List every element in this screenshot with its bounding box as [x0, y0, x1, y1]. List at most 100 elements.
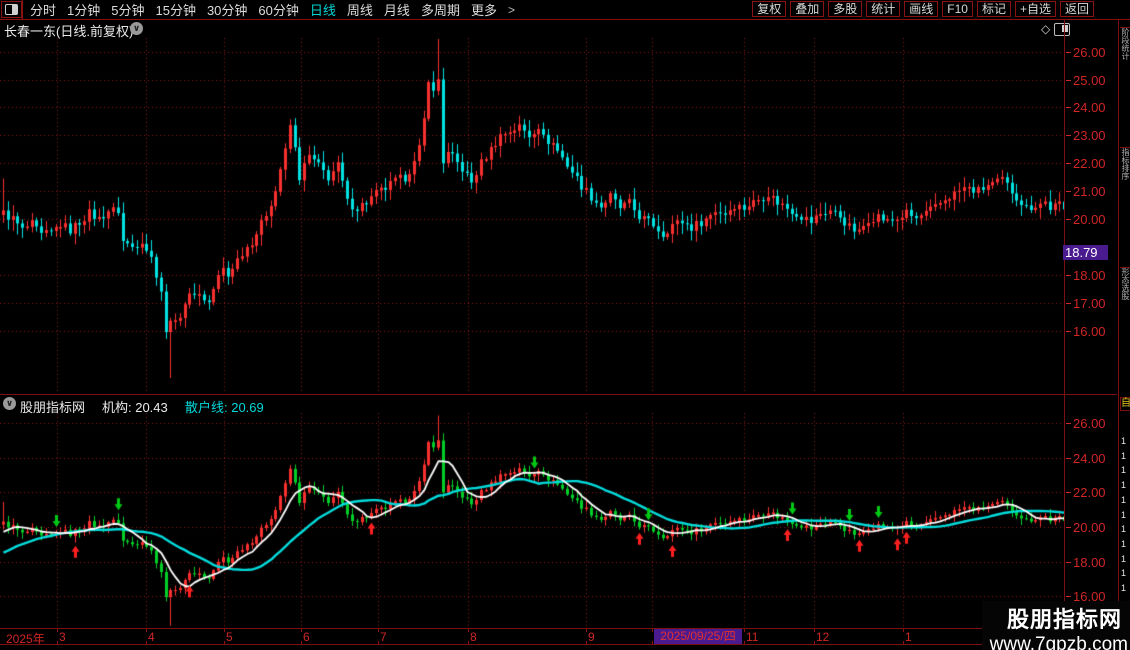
- axis-tick: [1066, 52, 1071, 53]
- month-label: 8: [470, 630, 477, 644]
- toolbar-button-5[interactable]: 画线: [904, 1, 939, 17]
- axis-label: 16.00: [1073, 324, 1106, 339]
- layout-toggle-button[interactable]: [1, 1, 22, 18]
- toolbar-button-4[interactable]: 统计: [866, 1, 901, 17]
- date-tick: [468, 629, 469, 632]
- date-tick: [378, 641, 379, 644]
- date-tick: [814, 641, 815, 644]
- axis-label: 26.00: [1073, 416, 1106, 431]
- top-toolbar: 分时 1分钟 5分钟 15分钟 30分钟 60分钟 日线 周线 月线 多周期 更多 > 复权 叠加 多股统…: [0, 0, 1130, 19]
- axis-label: 26.00: [1073, 45, 1106, 60]
- diamond-icon[interactable]: ◇: [1041, 22, 1051, 36]
- period-tab-2[interactable]: 1分钟: [67, 3, 101, 18]
- window-pane-icon[interactable]: [1054, 23, 1070, 36]
- date-tick: [744, 641, 745, 644]
- chevron-down-icon[interactable]: ∨: [3, 397, 16, 410]
- more-chevron-icon[interactable]: >: [507, 2, 515, 17]
- axis-divider: [1064, 19, 1065, 645]
- axis-tick: [1066, 596, 1071, 597]
- toolbar-button-3[interactable]: 多股: [828, 1, 863, 17]
- axis-label: 18.00: [1073, 268, 1106, 283]
- period-tab-11[interactable]: 更多: [470, 3, 497, 18]
- axis-tick: [1066, 423, 1071, 424]
- axis-tick: [1066, 492, 1071, 493]
- period-tab-5[interactable]: 30分钟: [206, 3, 248, 18]
- month-label: 6: [303, 630, 310, 644]
- period-tab-10[interactable]: 多周期: [420, 3, 460, 18]
- toolbar-button-9[interactable]: 返回: [1059, 1, 1094, 17]
- custom-badge[interactable]: 自: [1120, 397, 1130, 411]
- axis-label: 20.00: [1073, 520, 1106, 535]
- strip-tab-2[interactable]: 指标排序: [1120, 147, 1130, 258]
- watermark-line2: www.7gpzb.com: [989, 634, 1128, 650]
- date-tick: [903, 629, 904, 632]
- date-tick: [57, 629, 58, 632]
- main-kline-chart[interactable]: [0, 38, 1064, 393]
- axis-tick: [1066, 80, 1071, 81]
- toolbar-right-buttons: 复权 叠加 多股 统计 画线 F10 标记 +自选 返回: [752, 1, 1094, 17]
- month-label: 7: [380, 630, 387, 644]
- panel-separator: [0, 394, 1117, 395]
- date-tick: [224, 641, 225, 644]
- bottom-stub-row: [0, 645, 1130, 650]
- period-tab-4[interactable]: 15分钟: [155, 3, 196, 18]
- indicator-value-jigou: 机构: 20.43: [102, 400, 168, 415]
- title-row: 长春一东(日线.前复权) ∨ ◇: [0, 19, 1070, 39]
- toolbar-button-2[interactable]: 叠加: [790, 1, 825, 17]
- axis-tick: [1066, 527, 1071, 528]
- period-tab-6[interactable]: 60分钟: [258, 3, 299, 18]
- axis-tick: [1066, 191, 1071, 192]
- axis-label: 22.00: [1073, 485, 1106, 500]
- strip-tab-1[interactable]: 阶段统计: [1120, 27, 1130, 138]
- indicator-chart[interactable]: [0, 413, 1064, 629]
- indicator-header: ∨ 股朋指标网 机构: 20.43 散户线: 20.69: [0, 396, 1064, 415]
- axis-tick: [1066, 458, 1071, 459]
- axis-tick: [1066, 562, 1071, 563]
- axis-label: 23.00: [1073, 128, 1106, 143]
- month-label: 9: [588, 630, 595, 644]
- date-tick: [468, 641, 469, 644]
- date-tick: [57, 641, 58, 644]
- period-tab-8[interactable]: 周线: [346, 3, 373, 18]
- axis-label: 17.00: [1073, 296, 1106, 311]
- date-tick: [814, 629, 815, 632]
- date-tick: [586, 641, 587, 644]
- date-axis-bottom-border: [0, 644, 1117, 645]
- split-pane-icon: [5, 4, 18, 15]
- date-axis-top-border: [0, 628, 1117, 629]
- toolbar-divider: [22, 0, 23, 19]
- date-tick: [146, 641, 147, 644]
- strip-tab-3[interactable]: 形态选股: [1120, 267, 1130, 378]
- date-tick: [652, 629, 653, 632]
- date-tick: [146, 629, 147, 632]
- stock-title: 长春一东(日线.前复权): [4, 24, 134, 39]
- toolbar-button-8[interactable]: +自选: [1014, 1, 1056, 17]
- period-tab-1[interactable]: 分时: [30, 3, 57, 18]
- axis-label: 25.00: [1073, 73, 1106, 88]
- date-tick: [224, 629, 225, 632]
- axis-label: 20.00: [1073, 212, 1106, 227]
- indicator-value-sanhu: 散户线: 20.69: [185, 400, 264, 415]
- watermark-line1: 股朋指标网: [1006, 607, 1122, 632]
- period-tabs: 分时 1分钟 5分钟 15分钟 30分钟 60分钟 日线 周线 月线 多周期 更多 >: [30, 0, 515, 19]
- period-tab-7[interactable]: 日线: [309, 3, 336, 18]
- toolbar-button-6[interactable]: F10: [942, 1, 973, 17]
- watermark: 股朋指标网 www.7gpzb.com: [982, 601, 1130, 650]
- month-label: 1: [905, 630, 912, 644]
- price-marker-badge: 18.79: [1063, 245, 1108, 260]
- axis-tick: [1066, 219, 1071, 220]
- period-tab-3[interactable]: 5分钟: [111, 3, 145, 18]
- toolbar-button-1[interactable]: 复权: [752, 1, 787, 17]
- period-tab-9[interactable]: 月线: [383, 3, 410, 18]
- axis-tick: [1066, 135, 1071, 136]
- toolbar-button-7[interactable]: 标记: [976, 1, 1011, 17]
- month-label: 12: [816, 630, 830, 644]
- month-label: 5: [226, 630, 233, 644]
- date-tick: [652, 641, 653, 644]
- axis-label: 22.00: [1073, 156, 1106, 171]
- chevron-down-icon[interactable]: ∨: [130, 22, 143, 35]
- axis-label: 24.00: [1073, 451, 1106, 466]
